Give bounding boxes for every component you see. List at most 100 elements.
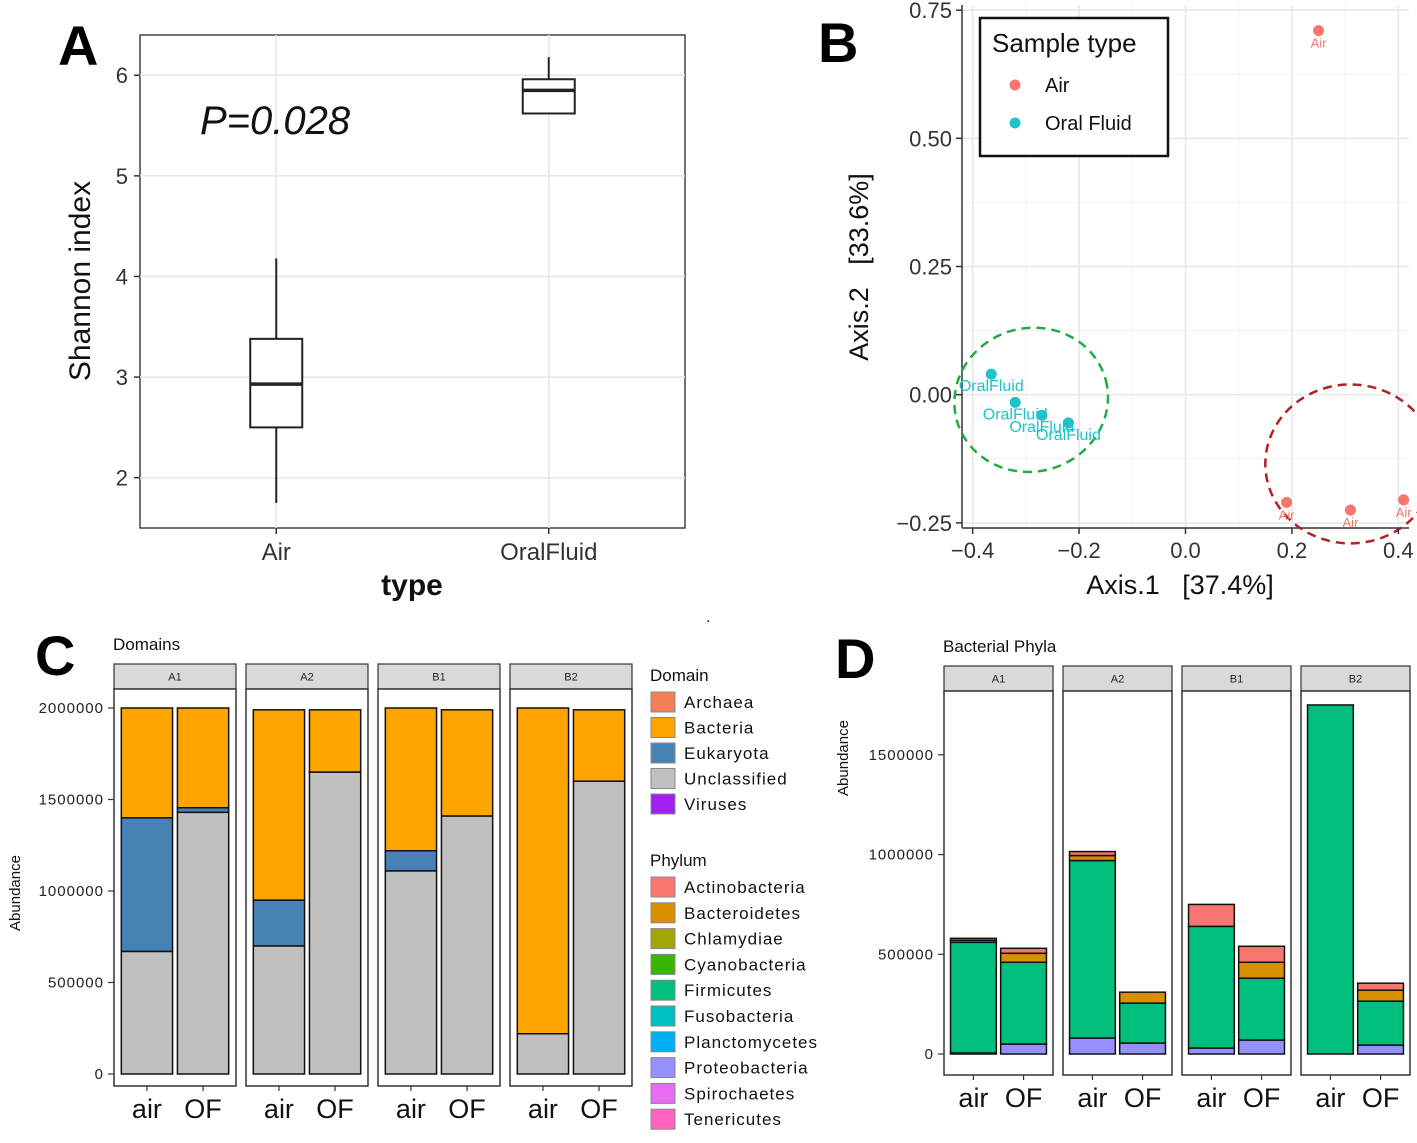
panel-d-y-tick-label: 1500000 [869, 747, 934, 764]
panel-d-facet-strip [943, 665, 1054, 692]
panel-b-legend: Sample type Air Oral Fluid [978, 16, 1170, 158]
panel-c-bar-segment-bacteria [572, 709, 626, 782]
panel-d: Bacterial Phyla A1 air OF A2 air OF B1 air OF B2 a… [835, 637, 1411, 1113]
panel-a-y-tick-label: 5 [116, 164, 128, 189]
panel-d-bar-segment-firmicutes [1306, 704, 1355, 1055]
panel-d-bar-segment-actinobacteria [999, 947, 1048, 955]
panel-c-bar-segment-eukaryota [384, 849, 438, 872]
panel-d-y-tick-label: 0 [925, 1046, 934, 1063]
panel-b-y-tick-label: 0.50 [909, 126, 952, 151]
panel-d-facet-strip [1181, 665, 1292, 692]
phylum-legend-label-actinobacteria: Actinobacteria [684, 878, 806, 897]
panel-a-y-tick-label: 2 [116, 466, 128, 491]
panel-d-y-tick-label: 500000 [878, 946, 934, 963]
panel-b-point [1281, 496, 1293, 508]
panel-c-bar-segment-bacteria [516, 707, 570, 1035]
panel-d-bar-segment-bacteroidetes [1356, 989, 1405, 1002]
panel-c-x-tick-label: air [528, 1094, 558, 1124]
panel-c-y-tick-label: 1000000 [39, 883, 104, 900]
panel-d-bar-segment-firmicutes [1118, 1002, 1167, 1044]
panel-c-bar-segment-unclassified [252, 945, 306, 1075]
panel-c-bar-segment-unclassified [308, 771, 362, 1075]
panel-d-x-tick-label: air [958, 1083, 988, 1113]
phylum-legend-swatch-firmicutes [650, 979, 676, 1001]
panel-d-facet-label: B2 [1349, 674, 1362, 686]
panel-b-y-tick-label: 0.25 [909, 255, 952, 280]
panel-b-x-tick-label: 0.4 [1383, 538, 1414, 563]
panel-d-bar-segment-proteobacteria [1237, 1039, 1286, 1055]
panel-b-point-label: Air [1343, 515, 1360, 530]
panel-b-legend-oral-label: Oral Fluid [1045, 113, 1132, 135]
panel-d-x-tick-label: air [1077, 1083, 1107, 1113]
panel-c-bar-segment-bacteria [120, 707, 174, 819]
panel-c-bar-segment-unclassified [572, 780, 626, 1075]
panel-d-bar-segment-proteobacteria [999, 1043, 1048, 1055]
panel-a-y-tick-label: 6 [116, 63, 128, 88]
panel-label-d: D [835, 627, 875, 690]
panel-d-facet-label: B1 [1230, 674, 1243, 686]
panel-c-facet-strip [509, 663, 633, 690]
domain-legend-swatch-unclassified [650, 768, 676, 789]
panel-c-facet-label: B2 [564, 672, 577, 684]
panel-b-point-label: OralFluid [983, 406, 1048, 423]
phylum-legend-swatch-cyanobacteria [650, 953, 676, 975]
panel-b-y-tick-label: 0.00 [909, 383, 952, 408]
panel-b-point [1036, 409, 1048, 421]
panel-b-legend-air-label: Air [1045, 75, 1070, 97]
panel-b-point-label: Air [1279, 507, 1296, 522]
panel-d-bar-segment-proteobacteria [1187, 1047, 1236, 1055]
panel-d-bar-segment-firmicutes [949, 941, 998, 1054]
panel-c-x-tick-label: OF [184, 1094, 222, 1124]
domain-legend-swatch-eukaryota [650, 742, 676, 764]
panel-b-point-label: Air [1396, 505, 1413, 520]
panel-d-y-axis-title: Abundance [835, 720, 852, 796]
panel-b-point-label: OralFluid [1009, 419, 1074, 436]
panel-d-bar-segment-firmicutes [1237, 977, 1286, 1041]
panel-b-y-tick-label: −0.25 [896, 511, 952, 536]
panel-d-bar-segment-bacteroidetes [1118, 991, 1167, 1004]
panel-d-bar-segment-actinobacteria [1068, 850, 1117, 857]
panel-b-confidence-ellipse [1264, 383, 1417, 545]
panel-c-y-axis-title: Abundance [7, 855, 24, 931]
phylum-legend-swatch-bacteroidetes [650, 902, 676, 924]
panel-d-x-tick-label: OF [1243, 1083, 1281, 1113]
panel-b-point [1344, 504, 1356, 516]
panel-b-x-tick-label: 0.0 [1170, 538, 1201, 563]
panel-d-facet-label: A1 [992, 674, 1005, 686]
panel-d-x-tick-label: OF [1124, 1083, 1162, 1113]
panel-d-bar-segment-bacteroidetes [1237, 961, 1286, 979]
panel-d-x-tick-label: air [1315, 1083, 1345, 1113]
phylum-legend-swatch-actinobacteria [650, 876, 676, 898]
panel-b-point [1398, 494, 1410, 506]
panel-b-y-axis-title: Axis.2 [33.6%] [844, 173, 874, 361]
phylum-legend-swatch-fusobacteria [650, 1005, 676, 1027]
panel-b-legend-oral-marker [1009, 117, 1021, 129]
domain-legend-label-viruses: Viruses [684, 795, 747, 814]
phylum-legend-label-proteobacteria: Proteobacteria [684, 1059, 809, 1078]
panel-label-b: B [818, 11, 858, 74]
panel-d-facet-label: A2 [1111, 674, 1124, 686]
panel-d-bar-segment-proteobacteria [1068, 1037, 1117, 1055]
panel-d-y-tick-label: 1000000 [869, 847, 934, 864]
panel-c-title: Domains [113, 635, 180, 654]
panel-c-domain-legend: Domain Archaea Bacteria Eukaryota Unclassif… [650, 666, 787, 815]
panel-c-bar-segment-bacteria [176, 707, 230, 809]
panel-d-bar-segment-actinobacteria [949, 937, 998, 942]
panel-b-point [1062, 417, 1074, 429]
panel-c-bar-segment-unclassified [440, 815, 494, 1075]
panel-b-legend-title: Sample type [992, 28, 1137, 58]
panel-c-x-tick-label: air [396, 1094, 426, 1124]
panel-b-point-label: OralFluid [1036, 427, 1101, 444]
panel-b-legend-air-marker [1009, 79, 1021, 91]
panel-c-y-tick-label: 1500000 [39, 792, 104, 809]
panel-c-bar-segment-bacteria [384, 707, 438, 852]
panel-c-facet-label: A2 [300, 672, 313, 684]
panel-d-x-tick-label: OF [1362, 1083, 1400, 1113]
panel-b-point-label: OralFluid [959, 378, 1024, 395]
panel-c-x-tick-label: OF [448, 1094, 486, 1124]
panel-c-y-tick-label: 500000 [48, 975, 104, 992]
domain-legend-swatch-archaea [650, 691, 676, 713]
panel-c-facet-strip [113, 663, 237, 690]
panel-b-y-tick-label: 0.75 [909, 0, 952, 23]
